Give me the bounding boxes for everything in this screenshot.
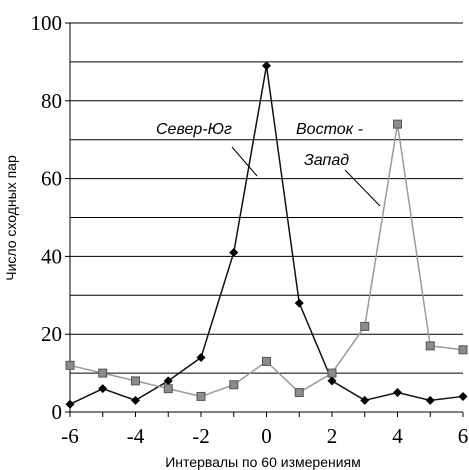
annotations: Север-Юг Восток - Запад [156, 121, 381, 207]
y-tick-label: 20 [41, 322, 62, 346]
data-point-north-south [425, 395, 435, 405]
data-point-north-south [131, 395, 140, 405]
data-point-north-south [262, 61, 271, 71]
data-point-north-south [327, 376, 337, 386]
y-tick-label: 60 [41, 167, 62, 191]
data-point-east-west [262, 356, 271, 366]
y-ticks: 0 20 40 60 80 100 [31, 11, 70, 424]
series [65, 61, 468, 409]
y-tick-label: 100 [31, 11, 63, 35]
data-point-north-south [65, 399, 75, 409]
data-point-north-south [163, 376, 173, 386]
data-point-east-west [131, 376, 140, 386]
annotation-east-west-line1: Восток - [296, 121, 363, 138]
grid [69, 22, 463, 413]
x-tick-label: -2 [192, 424, 210, 448]
y-tick-label: 40 [41, 244, 62, 268]
x-tick-label: 6 [458, 424, 469, 448]
annotation-east-west-line2: Запад [304, 152, 349, 169]
data-point-east-west [294, 388, 304, 398]
x-ticks: -6 -4 -2 0 2 4 6 [61, 412, 468, 448]
data-point-east-west [458, 345, 468, 355]
data-point-east-west [360, 321, 370, 331]
annotation-north-south: Север-Юг [156, 121, 232, 138]
data-point-east-west [98, 368, 108, 378]
y-tick-label: 0 [52, 400, 63, 424]
x-tick-label: -4 [127, 424, 145, 448]
series-line-0 [69, 65, 464, 405]
data-point-north-south [458, 391, 468, 401]
data-point-north-south [393, 388, 402, 398]
data-point-east-west [196, 391, 206, 401]
x-tick-label: 4 [392, 424, 403, 448]
x-axis-label: Интервалы по 60 измерениям [165, 454, 361, 470]
data-point-east-west [425, 341, 435, 351]
x-tick-label: -6 [61, 424, 79, 448]
series-line-1 [69, 124, 464, 398]
data-point-north-south [229, 248, 239, 258]
y-tick-label: 80 [41, 89, 62, 113]
data-point-north-south [98, 384, 108, 394]
data-point-east-west [327, 368, 337, 378]
data-point-east-west [229, 380, 239, 390]
x-tick-label: 2 [327, 424, 338, 448]
annotation-north-south-leader [231, 146, 258, 177]
data-point-east-west [393, 119, 402, 129]
data-point-north-south [360, 395, 370, 405]
data-point-north-south [196, 353, 206, 363]
annotation-east-west-leader [344, 169, 381, 207]
data-point-east-west [65, 360, 75, 370]
y-axis-label: Число сходных пар [3, 155, 19, 281]
data-point-north-south [294, 298, 304, 308]
data-point-east-west [163, 384, 173, 394]
x-tick-label: 0 [261, 424, 272, 448]
